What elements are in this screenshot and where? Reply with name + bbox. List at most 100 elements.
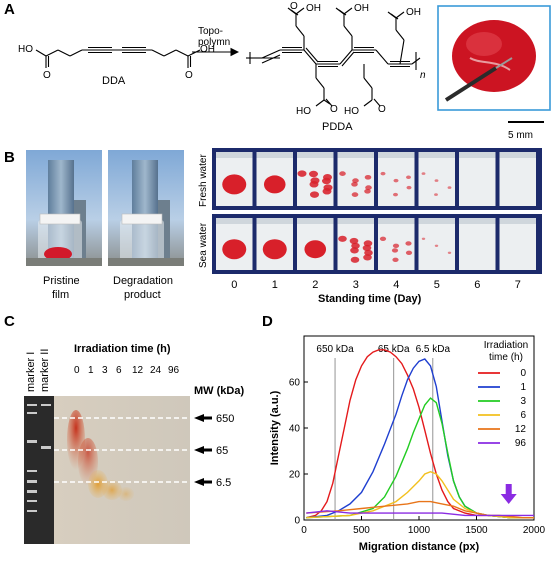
series-line (306, 397, 534, 519)
legend-entry: 6 (520, 410, 526, 421)
degradation-caption-2: product (124, 289, 161, 301)
pdda-oh-2: OH (354, 3, 369, 14)
film-fragment (338, 235, 347, 242)
pdda-repeat-n: n (420, 70, 426, 81)
gel-marker-label: 6.5 (216, 477, 231, 489)
film-fragment (405, 241, 412, 246)
film-fragment (351, 181, 358, 187)
film-fragment (364, 188, 371, 194)
vial-grid (216, 152, 536, 270)
gel-time-labels: 0 1 3 6 12 24 96 (74, 365, 180, 376)
gel-time-label: 1 (88, 365, 94, 376)
mw-marker-label: 65 kDa (378, 344, 410, 355)
vial-rim (418, 218, 455, 224)
vial-rim (256, 218, 293, 224)
dda-label: DDA (102, 75, 126, 87)
film-fragment (391, 248, 399, 253)
pdda-o-1: O (290, 1, 298, 12)
vial-cell (499, 152, 536, 206)
film-fragment (434, 179, 439, 182)
x-tick-label: 1000 (408, 525, 431, 536)
gel-time-label: 12 (132, 365, 144, 376)
film-fragment (447, 251, 452, 254)
legend-entry: 96 (515, 438, 527, 449)
legend-title-2: time (h) (489, 352, 523, 363)
gel-image (24, 396, 190, 544)
gel-marker-arrow (194, 446, 212, 454)
series-line (306, 470, 534, 519)
series-line (306, 510, 534, 517)
panel-b-letter: B (4, 149, 15, 166)
film-piece (262, 239, 287, 260)
film-piece (222, 239, 247, 260)
marker1-label: marker I (25, 352, 37, 392)
y-tick-label: 0 (294, 516, 300, 527)
film-photo (437, 5, 551, 111)
pdda-ho-1: HO (296, 106, 311, 117)
film-fragment (297, 170, 307, 177)
day-label: 1 (272, 279, 278, 291)
fresh-water-label: Fresh water (198, 154, 209, 207)
pdda-o-3: O (378, 104, 386, 115)
day-label: 6 (474, 279, 480, 291)
day-label: 7 (515, 279, 521, 291)
pristine-caption-2: film (52, 289, 69, 301)
film-piece (304, 240, 327, 259)
film-fragment (364, 249, 373, 256)
vial-rim (216, 218, 253, 224)
legend-entry: 12 (515, 424, 527, 435)
topo-label-2: polymn (198, 37, 230, 48)
film-fragment (379, 236, 387, 241)
sea-water-label: Sea water (198, 222, 209, 268)
standing-time-label: Standing time (Day) (318, 293, 422, 305)
vial-rim (337, 218, 374, 224)
topo-label-1: Topo- (198, 26, 223, 37)
vial-rim (378, 218, 415, 224)
scale-bar-label: 5 mm (508, 130, 533, 141)
marker2-label: marker II (39, 349, 51, 392)
vial-rim (499, 218, 536, 224)
plot-frame (303, 335, 535, 521)
gel-time-label: 6 (116, 365, 122, 376)
film-fragment (392, 257, 399, 262)
gel-time-label: 3 (102, 365, 108, 376)
mw-title: MW (kDa) (194, 385, 244, 397)
film-fragment (350, 256, 360, 263)
legend-entry: 1 (520, 382, 526, 393)
x-tick-label: 0 (301, 525, 307, 536)
pristine-photo (26, 150, 102, 266)
film-fragment (351, 192, 359, 197)
day-label: 2 (312, 279, 318, 291)
degradation-photo (108, 150, 184, 266)
dda-oh-label: OH (200, 44, 215, 55)
series-line (306, 358, 534, 519)
film-fragment (406, 185, 412, 190)
panel-c-letter: C (4, 313, 15, 330)
pdda-oh-3: OH (406, 7, 421, 18)
panel-c: C marker I marker II Irradiation time (h… (4, 313, 244, 544)
vial-cell (418, 152, 455, 206)
film-fragment (421, 237, 426, 240)
film-fragment (322, 177, 331, 185)
pdda-label: PDDA (322, 121, 353, 133)
film-fragment (405, 250, 413, 255)
film-fragment (363, 254, 372, 261)
day-label: 4 (393, 279, 399, 291)
pdda-oh-1: OH (306, 3, 321, 14)
vial-cell (459, 218, 496, 270)
film-fragment (421, 172, 426, 175)
gel-time-label: 24 (150, 365, 162, 376)
gel-marker-arrow (194, 478, 212, 486)
pdda-ho-2: HO (344, 106, 359, 117)
film-fragment (393, 178, 399, 183)
film-fragment (406, 175, 411, 180)
film-fragment (351, 242, 360, 249)
legend-title-1: Irradiation (484, 340, 528, 351)
film-fragment (434, 244, 439, 247)
film-fragment (310, 191, 319, 198)
pdda-o-2: O (330, 104, 338, 115)
y-axis-label: Intensity (a.u.) (269, 390, 281, 465)
film-fragment (349, 237, 359, 245)
